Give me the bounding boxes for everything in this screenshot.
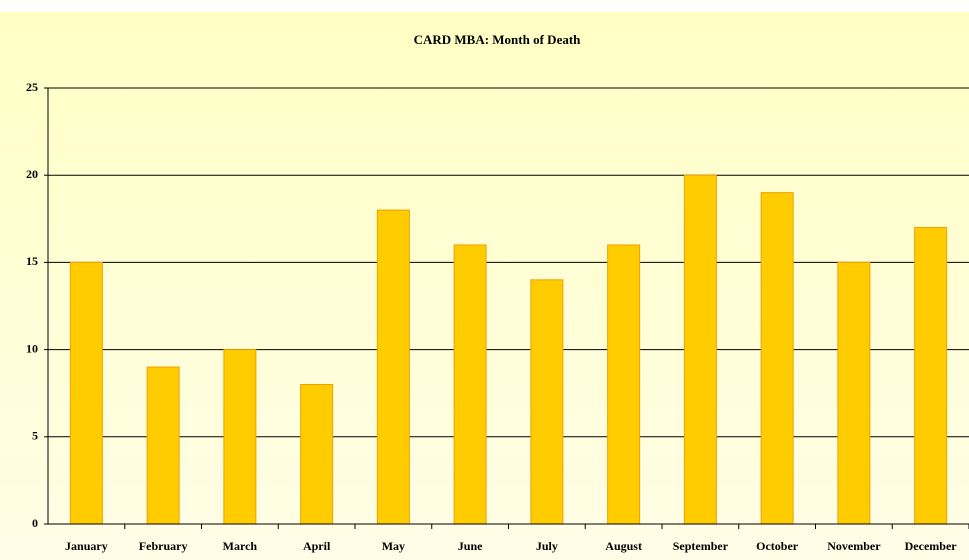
x-tick-label: February [139, 539, 188, 553]
chart-title: CARD MBA: Month of Death [414, 32, 582, 47]
y-tick-label: 10 [26, 341, 38, 355]
bar [607, 244, 641, 525]
bar [376, 209, 410, 525]
y-tick-label: 15 [26, 254, 38, 268]
bar [530, 279, 564, 525]
x-tick-label: July [536, 539, 558, 553]
x-tick-label: June [458, 539, 483, 553]
x-tick-label: August [605, 539, 642, 553]
y-tick-label: 20 [26, 167, 38, 181]
x-tick-label: December [905, 539, 958, 553]
x-tick-label: January [65, 539, 108, 553]
bar [69, 261, 103, 525]
bar [914, 227, 948, 525]
x-tick-label: May [382, 539, 405, 553]
y-tick-label: 0 [32, 516, 38, 530]
bar [760, 192, 794, 525]
bar [300, 383, 334, 525]
x-tick-label: March [223, 539, 258, 553]
bar [223, 349, 257, 525]
y-tick-label: 5 [32, 429, 38, 443]
x-tick-label: October [756, 539, 799, 553]
x-tick-label: April [303, 539, 331, 553]
x-tick-label: November [827, 539, 881, 553]
bar [837, 261, 871, 525]
bar [453, 244, 487, 525]
bar [146, 366, 180, 525]
bar [683, 174, 717, 525]
x-tick-label: September [673, 539, 729, 553]
y-tick-label: 25 [26, 80, 38, 94]
